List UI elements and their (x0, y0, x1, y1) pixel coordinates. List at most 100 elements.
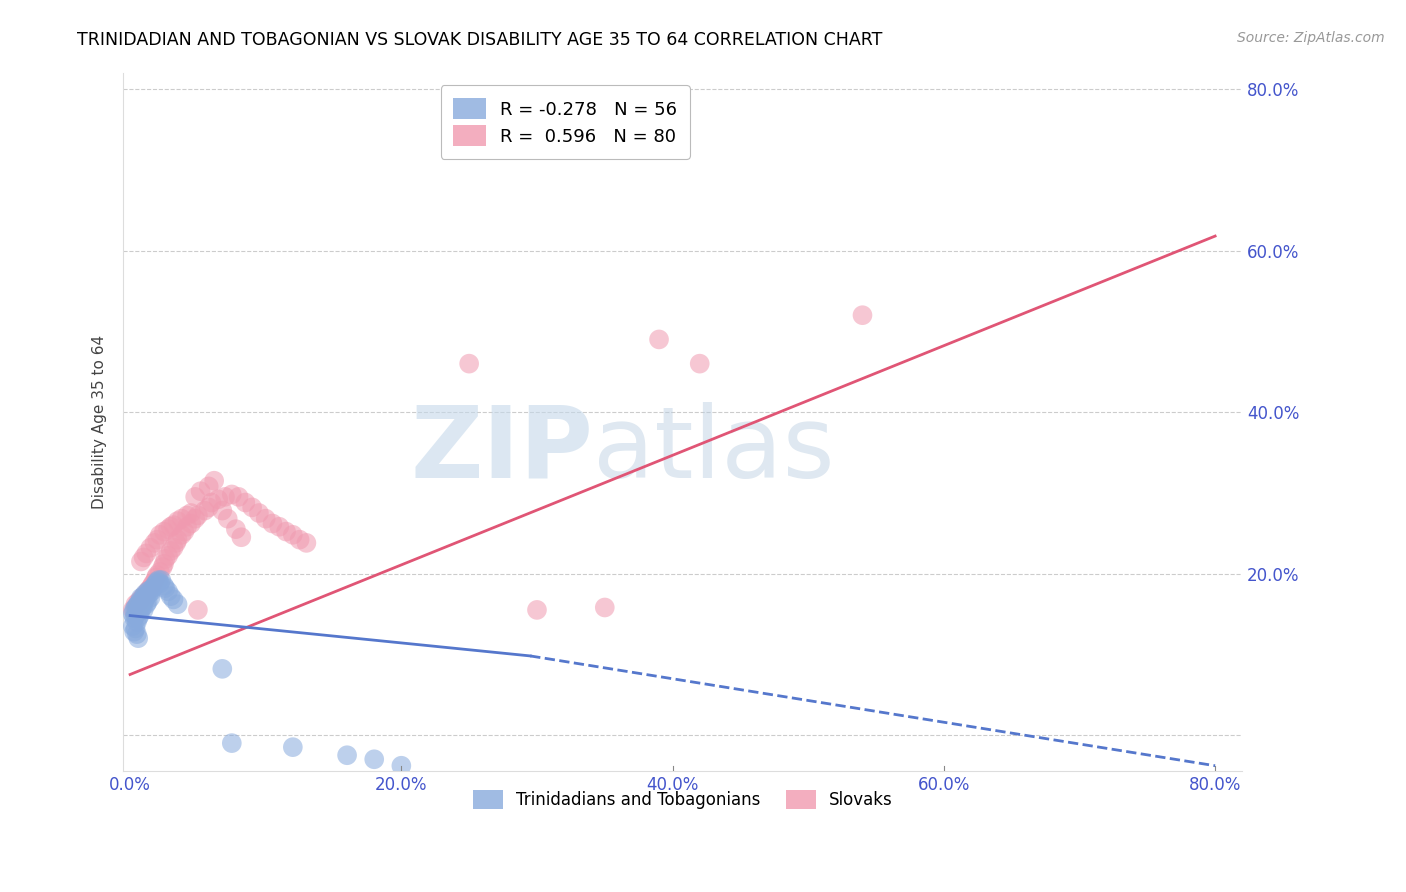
Point (153, 579, 176, 593)
Text: ZIP: ZIP (411, 401, 593, 499)
Point (127, 603, 149, 617)
Point (157, 584, 180, 599)
Point (235, 495, 257, 509)
Text: TRINIDADIAN AND TOBAGONIAN VS SLOVAK DISABILITY AGE 35 TO 64 CORRELATION CHART: TRINIDADIAN AND TOBAGONIAN VS SLOVAK DIS… (77, 31, 883, 49)
Point (269, 520, 291, 534)
Point (132, 603, 155, 617)
Point (180, 516, 202, 531)
Point (157, 522, 180, 536)
Point (176, 520, 198, 534)
Point (851, 308, 873, 322)
Point (202, 474, 225, 488)
Point (145, 576, 167, 591)
Point (128, 595, 150, 609)
Point (184, 511, 207, 525)
Point (149, 565, 172, 579)
Point (121, 607, 143, 621)
Point (153, 524, 176, 539)
Point (135, 587, 157, 601)
Point (127, 611, 149, 625)
Point (132, 595, 155, 609)
Point (159, 520, 181, 534)
Point (221, 487, 243, 501)
Point (146, 568, 169, 582)
Point (146, 574, 169, 589)
Point (129, 597, 152, 611)
Point (143, 574, 166, 589)
Point (129, 592, 152, 607)
Point (135, 597, 157, 611)
Point (184, 490, 207, 504)
Point (200, 495, 222, 509)
Point (187, 603, 209, 617)
Point (132, 589, 155, 603)
Point (190, 484, 212, 499)
Point (122, 603, 145, 617)
Point (153, 557, 176, 571)
Point (159, 589, 181, 603)
Point (139, 581, 162, 595)
Point (166, 597, 188, 611)
Point (143, 536, 166, 550)
Point (139, 582, 162, 597)
Point (132, 589, 155, 603)
Point (149, 576, 172, 591)
Point (225, 522, 247, 536)
Point (136, 595, 159, 609)
Point (146, 533, 169, 547)
Point (197, 479, 219, 493)
Point (689, 357, 711, 371)
Point (129, 591, 152, 605)
Point (124, 597, 146, 611)
Point (155, 581, 177, 595)
Point (122, 611, 145, 625)
Point (155, 552, 177, 566)
Y-axis label: Disability Age 35 to 64: Disability Age 35 to 64 (93, 335, 107, 509)
Point (145, 571, 167, 585)
Point (127, 597, 149, 611)
Point (128, 608, 150, 623)
Point (157, 549, 180, 563)
Point (162, 518, 184, 533)
Point (149, 528, 172, 542)
Point (125, 627, 148, 641)
Point (142, 576, 165, 591)
Point (125, 599, 148, 613)
Point (593, 600, 616, 615)
Point (131, 592, 153, 607)
Point (141, 579, 163, 593)
Text: Source: ZipAtlas.com: Source: ZipAtlas.com (1237, 31, 1385, 45)
Point (295, 536, 318, 550)
Point (162, 592, 184, 607)
Point (281, 740, 304, 755)
Point (211, 503, 233, 517)
Point (176, 508, 198, 523)
Point (121, 603, 143, 617)
Point (159, 544, 181, 558)
Point (134, 587, 156, 601)
Point (526, 603, 548, 617)
Point (141, 584, 163, 599)
Point (125, 600, 148, 615)
Legend: Trinidadians and Tobagonians, Slovaks: Trinidadians and Tobagonians, Slovaks (467, 783, 900, 815)
Point (221, 736, 243, 750)
Point (135, 589, 157, 603)
Point (131, 591, 153, 605)
Point (136, 584, 159, 599)
Point (139, 591, 162, 605)
Point (131, 600, 153, 615)
Point (125, 605, 148, 619)
Point (214, 490, 236, 504)
Point (139, 541, 162, 555)
Point (135, 546, 157, 560)
Point (648, 333, 671, 347)
Point (262, 516, 284, 531)
Point (142, 581, 165, 595)
Point (134, 592, 156, 607)
Point (211, 662, 233, 676)
Point (274, 524, 297, 539)
Point (124, 600, 146, 615)
Point (336, 748, 359, 763)
Point (240, 500, 263, 515)
Point (134, 592, 156, 607)
